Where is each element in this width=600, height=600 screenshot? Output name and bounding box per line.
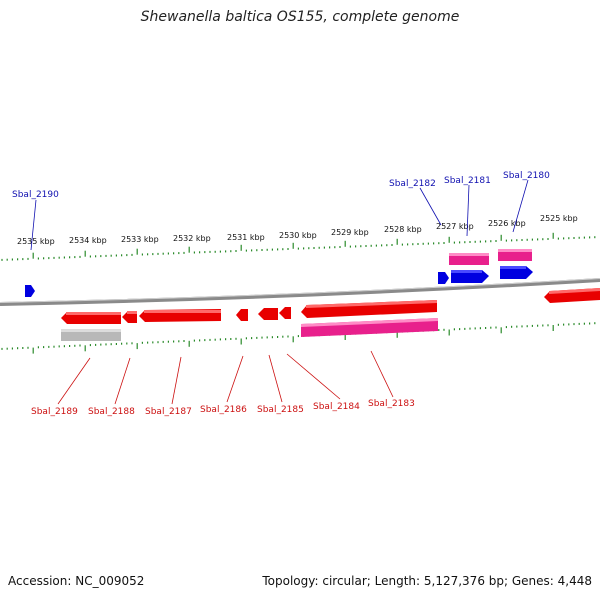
gene-label-sbal-2183[interactable]: Sbal_2183 [368, 399, 415, 409]
gene-feature-sbal-2181[interactable] [451, 270, 489, 283]
gene-label-sbal-2185[interactable]: Sbal_2185 [257, 405, 304, 415]
genome-summary-text: Topology: circular; Length: 5,127,376 bp… [262, 574, 592, 588]
leader-line [30, 199, 37, 251]
rna-feature-highlight [449, 253, 489, 256]
top-gene-labels: Sbal_2190 Sbal_2182 Sbal_2181 Sbal_2180 [12, 171, 550, 251]
kbp-label: 2528 kbp [384, 225, 422, 234]
gene-feature-sbal-2182[interactable] [438, 272, 449, 284]
gene-label-sbal-2190[interactable]: Sbal_2190 [12, 190, 59, 200]
gene-label-sbal-2188[interactable]: Sbal_2188 [88, 407, 135, 417]
kbp-label: 2527 kbp [436, 222, 474, 231]
gene-label-sbal-2186[interactable]: Sbal_2186 [200, 405, 247, 415]
rna-feature-highlight [498, 249, 532, 252]
leader-line [512, 179, 529, 233]
bottom-strand-features [61, 288, 600, 341]
gene-feature-highlight [549, 288, 600, 294]
upper-tick-track [1, 232, 596, 261]
pseudo-feature-highlight [61, 329, 121, 332]
top-strand-features [25, 249, 533, 297]
kbp-label: 2533 kbp [121, 235, 159, 244]
genome-backbone-highlight [0, 278, 600, 303]
gene-feature-sbal-2190[interactable] [25, 285, 35, 297]
gene-label-sbal-2180[interactable]: Sbal_2180 [503, 171, 550, 181]
kbp-label: 2529 kbp [331, 228, 369, 237]
leader-line [286, 353, 341, 400]
genome-backbone [0, 278, 600, 306]
gene-feature-highlight [127, 311, 137, 314]
leader-line [226, 355, 244, 403]
kbp-label: 2525 kbp [540, 214, 578, 223]
gene-feature-sbal-2185[interactable] [258, 308, 278, 320]
accession-text: Accession: NC_009052 [8, 574, 145, 588]
leader-line [171, 356, 182, 405]
gene-feature-highlight [451, 270, 482, 273]
gene-feature-highlight [306, 300, 437, 308]
gene-feature-sbal-2185b[interactable] [279, 307, 291, 319]
leader-line [466, 184, 470, 237]
gene-feature-sbal-2186[interactable] [236, 309, 248, 321]
kbp-label: 2531 kbp [227, 233, 265, 242]
genome-track-diagram: 2535 kbp 2534 kbp 2533 kbp 2532 kbp 2531… [0, 171, 600, 417]
rna-feature-highlight [301, 318, 438, 327]
bottom-gene-labels: Sbal_2189 Sbal_2188 Sbal_2187 Sbal_2186 … [31, 350, 415, 417]
leader-line [370, 350, 394, 398]
kbp-label: 2532 kbp [173, 234, 211, 243]
gene-label-sbal-2184[interactable]: Sbal_2184 [313, 402, 360, 412]
leader-line [268, 354, 283, 403]
leader-line [419, 187, 442, 226]
gene-label-sbal-2187[interactable]: Sbal_2187 [145, 407, 192, 417]
gene-label-sbal-2181[interactable]: Sbal_2181 [444, 176, 491, 186]
kbp-scale: 2535 kbp 2534 kbp 2533 kbp 2532 kbp 2531… [17, 214, 578, 246]
gene-feature-highlight [144, 310, 221, 313]
gene-feature-highlight [66, 312, 121, 315]
kbp-label: 2530 kbp [279, 231, 317, 240]
gene-feature-highlight [500, 266, 526, 269]
gene-feature-sbal-2180[interactable] [500, 266, 533, 279]
genome-title: Shewanella baltica OS155, complete genom… [140, 9, 460, 25]
kbp-label: 2526 kbp [488, 219, 526, 228]
leader-line [57, 357, 91, 405]
kbp-label: 2535 kbp [17, 237, 55, 246]
gene-label-sbal-2182[interactable]: Sbal_2182 [389, 179, 436, 189]
leader-line [114, 357, 131, 405]
kbp-label: 2534 kbp [69, 236, 107, 245]
gene-label-sbal-2189[interactable]: Sbal_2189 [31, 407, 78, 417]
